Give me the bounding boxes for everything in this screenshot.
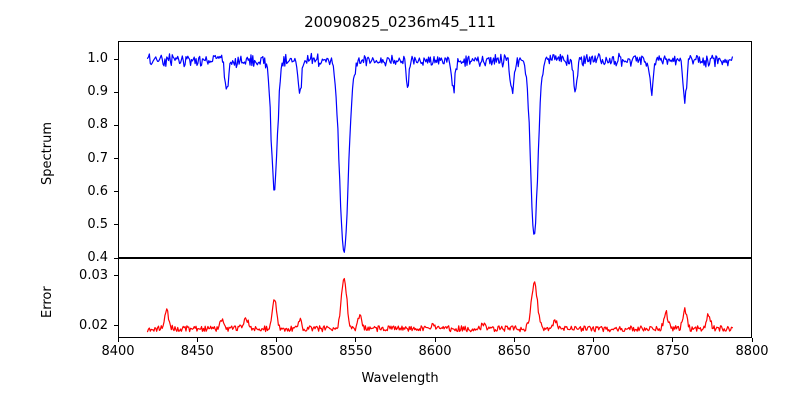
error-y-tick-label: 0.03	[79, 267, 108, 283]
x-tick-label: 8800	[735, 344, 769, 359]
spectrum-y-tick-mark	[114, 124, 118, 127]
x-tick-label: 8750	[656, 344, 690, 359]
spectrum-y-axis-label: Spectrum	[40, 122, 55, 185]
spectrum-plot-panel	[118, 41, 752, 258]
spectrum-y-tick-label: 0.7	[87, 150, 108, 166]
figure-title: 20090825_0236m45_111	[304, 13, 496, 31]
error-y-tick-mark	[114, 325, 118, 327]
x-tick-mark	[196, 338, 198, 342]
x-tick-mark	[751, 338, 753, 342]
spectrum-y-tick-label: 0.9	[87, 84, 108, 100]
error-y-tick-mark	[114, 275, 118, 277]
x-axis-label: Wavelength	[361, 371, 439, 386]
spectrum-y-tick-mark	[114, 58, 118, 60]
x-tick-label: 8550	[339, 344, 373, 359]
spectrum-y-tick-label: 0.5	[87, 216, 108, 232]
error-plot-panel	[118, 258, 752, 338]
spectrum-line-series	[146, 52, 733, 253]
spectrum-y-tick-mark	[114, 257, 118, 259]
x-tick-label: 8700	[576, 344, 611, 359]
error-y-axis-label: Error	[40, 286, 55, 318]
x-tick-mark	[355, 338, 357, 342]
spectrum-y-tick-mark	[114, 91, 118, 93]
error-y-tick-label: 0.02	[79, 317, 108, 333]
x-tick-label: 8400	[101, 344, 135, 359]
x-tick-mark	[672, 338, 674, 342]
spectrum-y-tick-label: 0.4	[87, 250, 108, 265]
spectrum-y-tick-mark	[114, 191, 118, 193]
x-tick-mark	[513, 338, 515, 342]
spectrum-y-tick-label: 0.6	[87, 183, 108, 199]
x-tick-mark	[117, 338, 119, 342]
spectrum-y-tick-label: 0.8	[87, 117, 108, 133]
x-tick-mark	[593, 338, 595, 342]
x-tick-label: 8650	[497, 344, 531, 359]
x-tick-label: 8600	[418, 344, 452, 359]
x-tick-mark	[434, 338, 436, 342]
x-tick-label: 8450	[180, 344, 214, 359]
x-tick-mark	[276, 338, 278, 342]
spectrum-y-tick-mark	[114, 158, 118, 160]
spectrum-y-tick-mark	[114, 224, 118, 226]
spectrum-y-tick-label: 1.0	[87, 51, 108, 67]
error-line-series	[146, 277, 733, 333]
x-tick-label: 8500	[259, 344, 294, 359]
